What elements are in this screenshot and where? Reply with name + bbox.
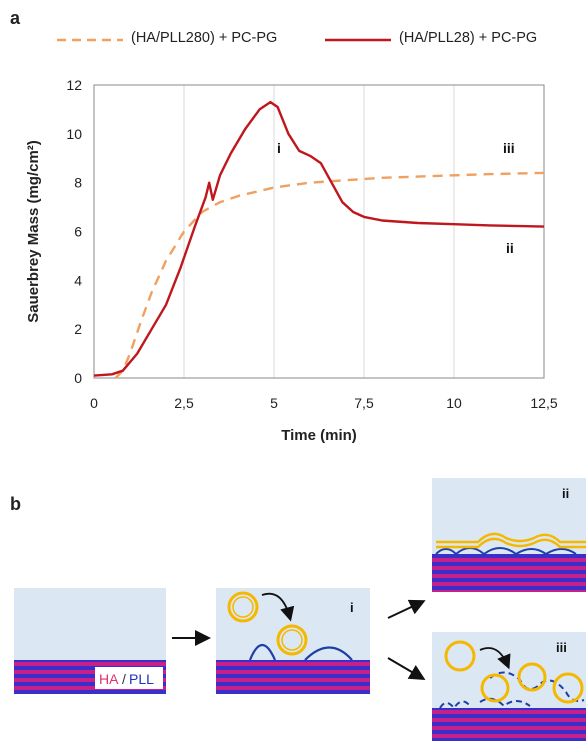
legend-entry-pll280: (HA/PLL280) + PC-PG	[131, 30, 278, 46]
vesicle	[517, 662, 547, 692]
series-line-0	[114, 171, 545, 379]
series-line-1	[93, 100, 545, 377]
schematic-step-ii: ii	[432, 478, 586, 592]
schematic-diagram: HA / PLL i ii	[14, 478, 586, 741]
annotation-iii: iii	[503, 140, 515, 156]
qcm-chart: 0 2,5 5 7,5 10 12,5 0 2 4 6 8 10 12 Time (min) Saue…	[25, 77, 558, 444]
x-tick-labels: 0 2,5 5 7,5 10 12,5	[90, 395, 558, 411]
vesicle	[227, 591, 259, 623]
step-iii-label: iii	[556, 640, 567, 655]
legend-entry-pll28: (HA/PLL28) + PC-PG	[399, 30, 538, 46]
x-tick-label: 7,5	[354, 395, 374, 411]
x-tick-label: 5	[270, 395, 278, 411]
y-tick-label: 4	[74, 272, 82, 288]
plot-frame	[93, 84, 545, 379]
schematic-initial-film: HA / PLL	[14, 588, 166, 694]
arrow-to-ii	[387, 599, 426, 619]
legend-swatch-dashed	[57, 38, 123, 42]
annotation-ii: ii	[506, 240, 514, 256]
vesicle	[552, 672, 584, 704]
x-tick-label: 12,5	[530, 395, 557, 411]
legend: (HA/PLL280) + PC-PG (HA/PLL28) + PC-PG	[55, 28, 585, 54]
label-ha: HA	[99, 671, 119, 687]
vesicle	[480, 673, 510, 703]
panel-a-label: a	[10, 8, 21, 28]
arrow-to-iii	[387, 657, 426, 681]
y-tick-labels: 0 2 4 6 8 10 12	[66, 77, 82, 386]
y-tick-label: 12	[66, 77, 82, 93]
legend-swatch-solid	[325, 38, 391, 42]
x-tick-label: 10	[446, 395, 462, 411]
y-axis-title: Sauerbrey Mass (mg/cm²)	[25, 140, 42, 323]
step-ii-label: ii	[562, 486, 569, 501]
y-tick-label: 2	[74, 321, 82, 337]
y-tick-label: 8	[74, 175, 82, 191]
x-tick-label: 0	[90, 395, 98, 411]
y-tick-label: 6	[74, 224, 82, 240]
schematic-step-iii: iii	[432, 632, 586, 741]
chart-series	[93, 100, 545, 379]
vesicle	[444, 640, 476, 672]
label-pll: PLL	[129, 671, 154, 687]
x-tick-label: 2,5	[174, 395, 194, 411]
y-tick-label: 10	[66, 126, 82, 142]
label-slash: /	[122, 671, 126, 687]
vesicle	[276, 624, 308, 656]
x-axis-title: Time (min)	[281, 427, 357, 444]
annotation-i: i	[277, 140, 281, 156]
y-tick-label: 0	[74, 370, 82, 386]
step-i-label: i	[350, 600, 354, 615]
schematic-step-i: i	[216, 588, 370, 694]
panel-b-label: b	[10, 494, 21, 514]
chart-grid	[183, 85, 455, 378]
